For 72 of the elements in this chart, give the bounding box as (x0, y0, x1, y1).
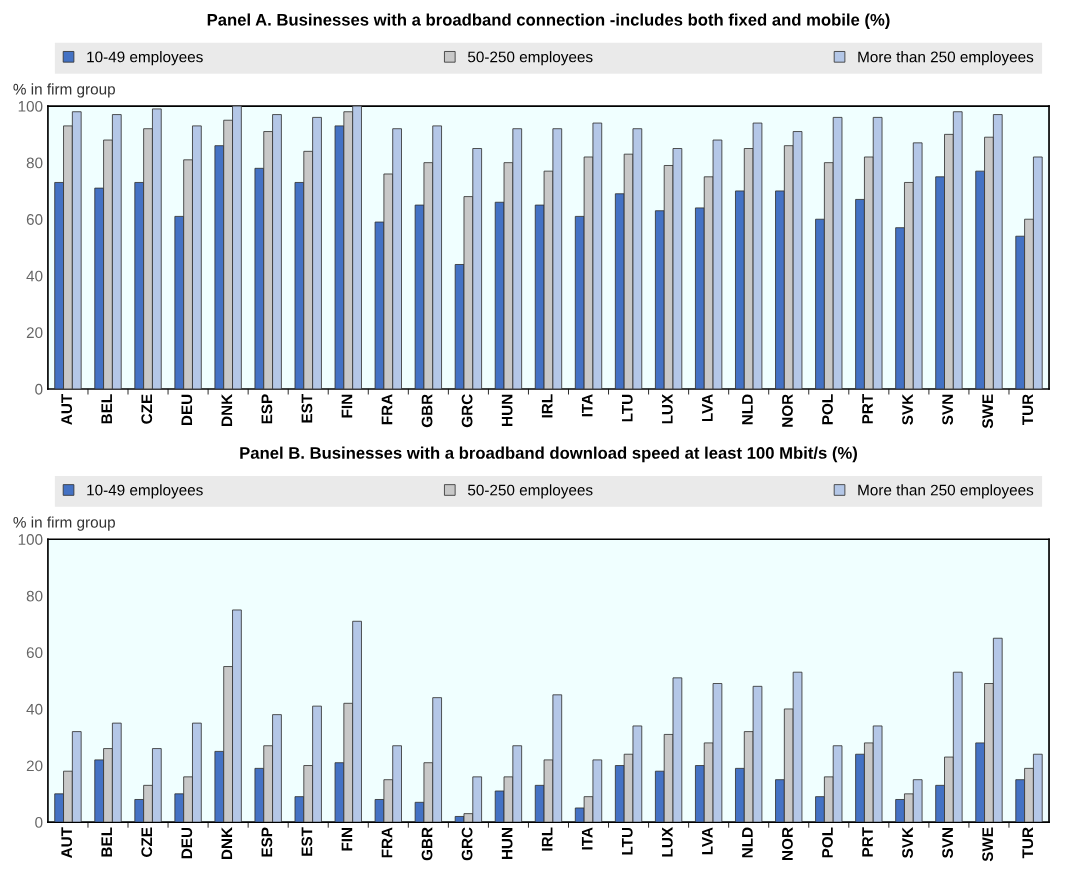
x-tick-label: DEU (181, 827, 193, 859)
x-tick-label: FRA (381, 394, 393, 425)
x-tick-label: FIN (341, 828, 353, 851)
x-tick-label: NLD (742, 394, 753, 425)
x-tick-label: DNK (221, 827, 233, 860)
x-tick-label: NOR (782, 394, 793, 427)
x-tick-label: FRA (381, 827, 393, 858)
x-tick-label: AUT (61, 827, 73, 858)
y-tick-label: 20 (26, 760, 43, 772)
x-tick-label: LVA (702, 394, 713, 422)
y-axis-title: % in firm group (13, 83, 115, 98)
y-tick-label: 80 (26, 157, 43, 169)
x-tick-label: POL (822, 394, 833, 425)
x-tick-label: POL (822, 827, 833, 858)
legend-label: 10-49 employees (87, 51, 203, 66)
y-tick-label: 20 (26, 327, 43, 339)
x-tick-label: BEL (101, 827, 112, 857)
x-tick-label: AUT (61, 393, 73, 425)
x-tick-label: CZE (141, 394, 153, 424)
x-tick-label: SVN (942, 828, 954, 858)
chart-title: Panel A. Businesses with a broadband connection -includes both fixed and mobile (%) (207, 13, 890, 29)
x-tick-label: LTU (622, 394, 633, 422)
x-tick-label: IRL (541, 827, 553, 851)
x-tick-label: ITA (581, 394, 593, 417)
legend-label: 10-49 employees (87, 484, 203, 499)
y-tick-label: 0 (35, 383, 43, 395)
x-tick-label: HUN (501, 828, 513, 860)
y-tick-label: 80 (26, 590, 43, 602)
y-tick-label: 100 (18, 100, 43, 112)
x-tick-label: CZE (141, 827, 153, 857)
x-tick-label: DEU (181, 394, 193, 426)
x-tick-label: ESP (261, 827, 273, 857)
x-tick-label: DNK (221, 393, 233, 426)
x-tick-label: LUX (662, 393, 673, 424)
x-tick-label: LVA (702, 827, 713, 855)
x-tick-label: SVK (902, 393, 913, 425)
y-tick-label: 100 (18, 534, 43, 545)
x-tick-label: ITA (581, 827, 593, 850)
x-tick-label: NLD (742, 827, 753, 858)
y-tick-label: 60 (26, 647, 43, 659)
x-tick-label: NOR (782, 827, 793, 860)
legend-label: More than 250 employees (858, 484, 1034, 499)
x-tick-label: SWE (982, 827, 994, 862)
x-tick-label: TUR (1022, 827, 1034, 859)
y-tick-label: 60 (26, 214, 43, 225)
x-tick-label: ESP (261, 394, 273, 424)
x-tick-label: EST (301, 827, 313, 856)
x-tick-label: LUX (662, 827, 673, 857)
x-tick-label: SVN (942, 394, 954, 425)
x-tick-label: GBR (421, 827, 433, 861)
x-tick-label: SWE (982, 394, 994, 429)
legend-label: 50-250 employees (467, 51, 593, 66)
x-tick-label: LTU (622, 827, 633, 855)
x-tick-label: PRT (862, 393, 873, 424)
x-tick-label: GRC (461, 394, 473, 428)
y-tick-label: 40 (26, 703, 43, 715)
x-tick-label: PRT (862, 827, 873, 857)
legend-label: More than 250 employees (858, 51, 1034, 66)
y-tick-label: 40 (26, 270, 43, 282)
x-tick-label: GRC (461, 827, 473, 861)
legend-label: 50-250 employees (467, 484, 593, 499)
x-tick-label: IRL (541, 394, 553, 418)
x-tick-label: FIN (341, 394, 353, 418)
chart-title: Panel B. Businesses with a broadband download speed at least 100 Mbit/s (%) (240, 446, 857, 463)
x-tick-label: TUR (1022, 394, 1034, 426)
y-tick-label: 0 (35, 816, 43, 828)
x-tick-label: BEL (101, 394, 112, 424)
x-tick-label: HUN (501, 394, 513, 426)
x-tick-label: SVK (902, 827, 913, 858)
y-axis-title: % in firm group (13, 516, 115, 531)
x-tick-label: EST (301, 393, 313, 423)
x-tick-label: GBR (421, 394, 433, 428)
